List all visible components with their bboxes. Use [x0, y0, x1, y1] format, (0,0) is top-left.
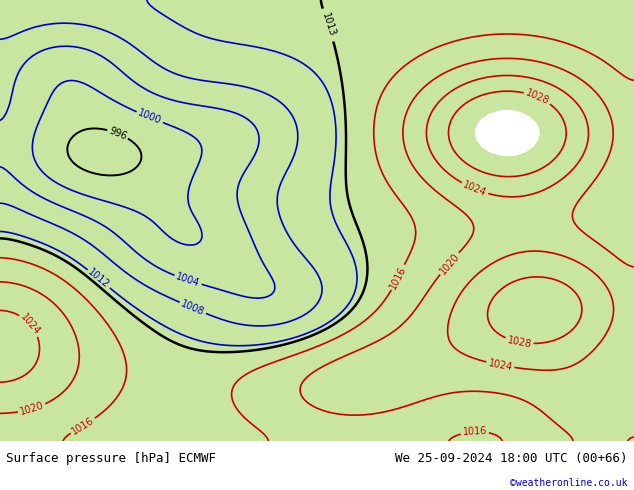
- Text: 1012: 1012: [86, 267, 112, 291]
- Text: 1020: 1020: [18, 400, 45, 417]
- Text: 1028: 1028: [507, 335, 533, 349]
- Text: 1024: 1024: [462, 180, 488, 198]
- Text: 1020: 1020: [437, 251, 461, 276]
- Text: 1008: 1008: [179, 298, 206, 317]
- Text: 996: 996: [108, 125, 128, 142]
- Text: 1028: 1028: [524, 88, 551, 106]
- Text: We 25-09-2024 18:00 UTC (00+66): We 25-09-2024 18:00 UTC (00+66): [395, 452, 628, 465]
- Text: 1013: 1013: [320, 12, 337, 38]
- Text: 1000: 1000: [136, 108, 163, 126]
- Text: 1024: 1024: [18, 312, 42, 337]
- Text: 1024: 1024: [487, 358, 514, 372]
- Text: 1004: 1004: [175, 271, 201, 289]
- Text: 1016: 1016: [70, 415, 96, 437]
- Text: Surface pressure [hPa] ECMWF: Surface pressure [hPa] ECMWF: [6, 452, 216, 465]
- Text: 1016: 1016: [388, 264, 408, 291]
- Text: ©weatheronline.co.uk: ©weatheronline.co.uk: [510, 478, 628, 488]
- Text: 1016: 1016: [462, 426, 487, 438]
